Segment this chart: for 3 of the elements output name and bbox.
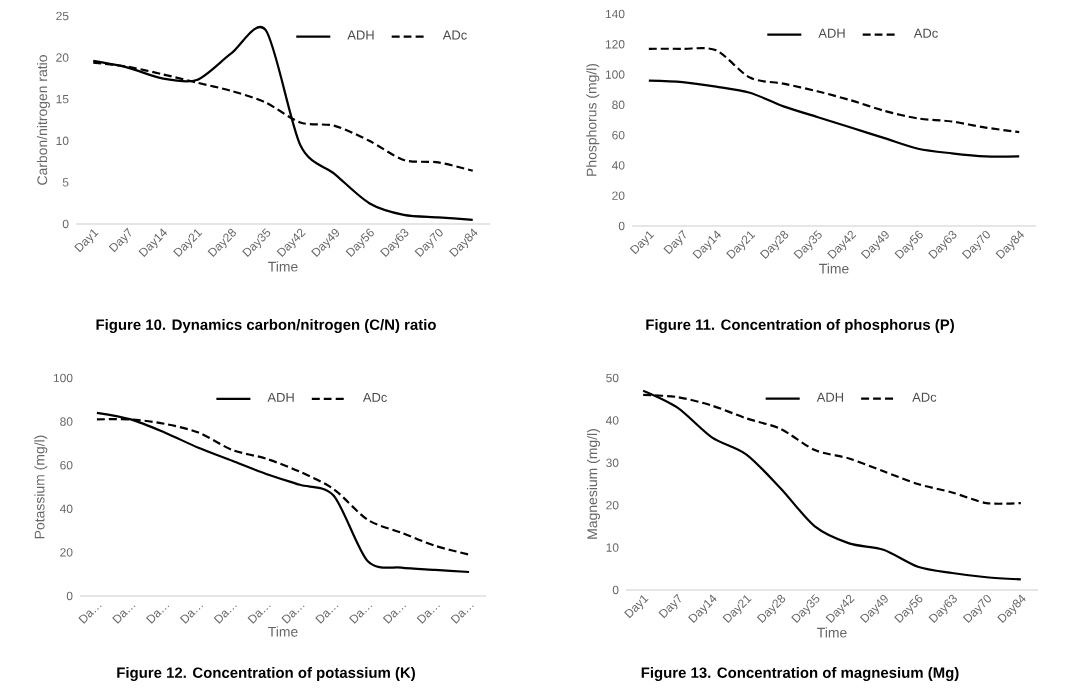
line-series (647, 79, 1021, 158)
line-series (95, 411, 471, 574)
line-series (647, 47, 1021, 134)
